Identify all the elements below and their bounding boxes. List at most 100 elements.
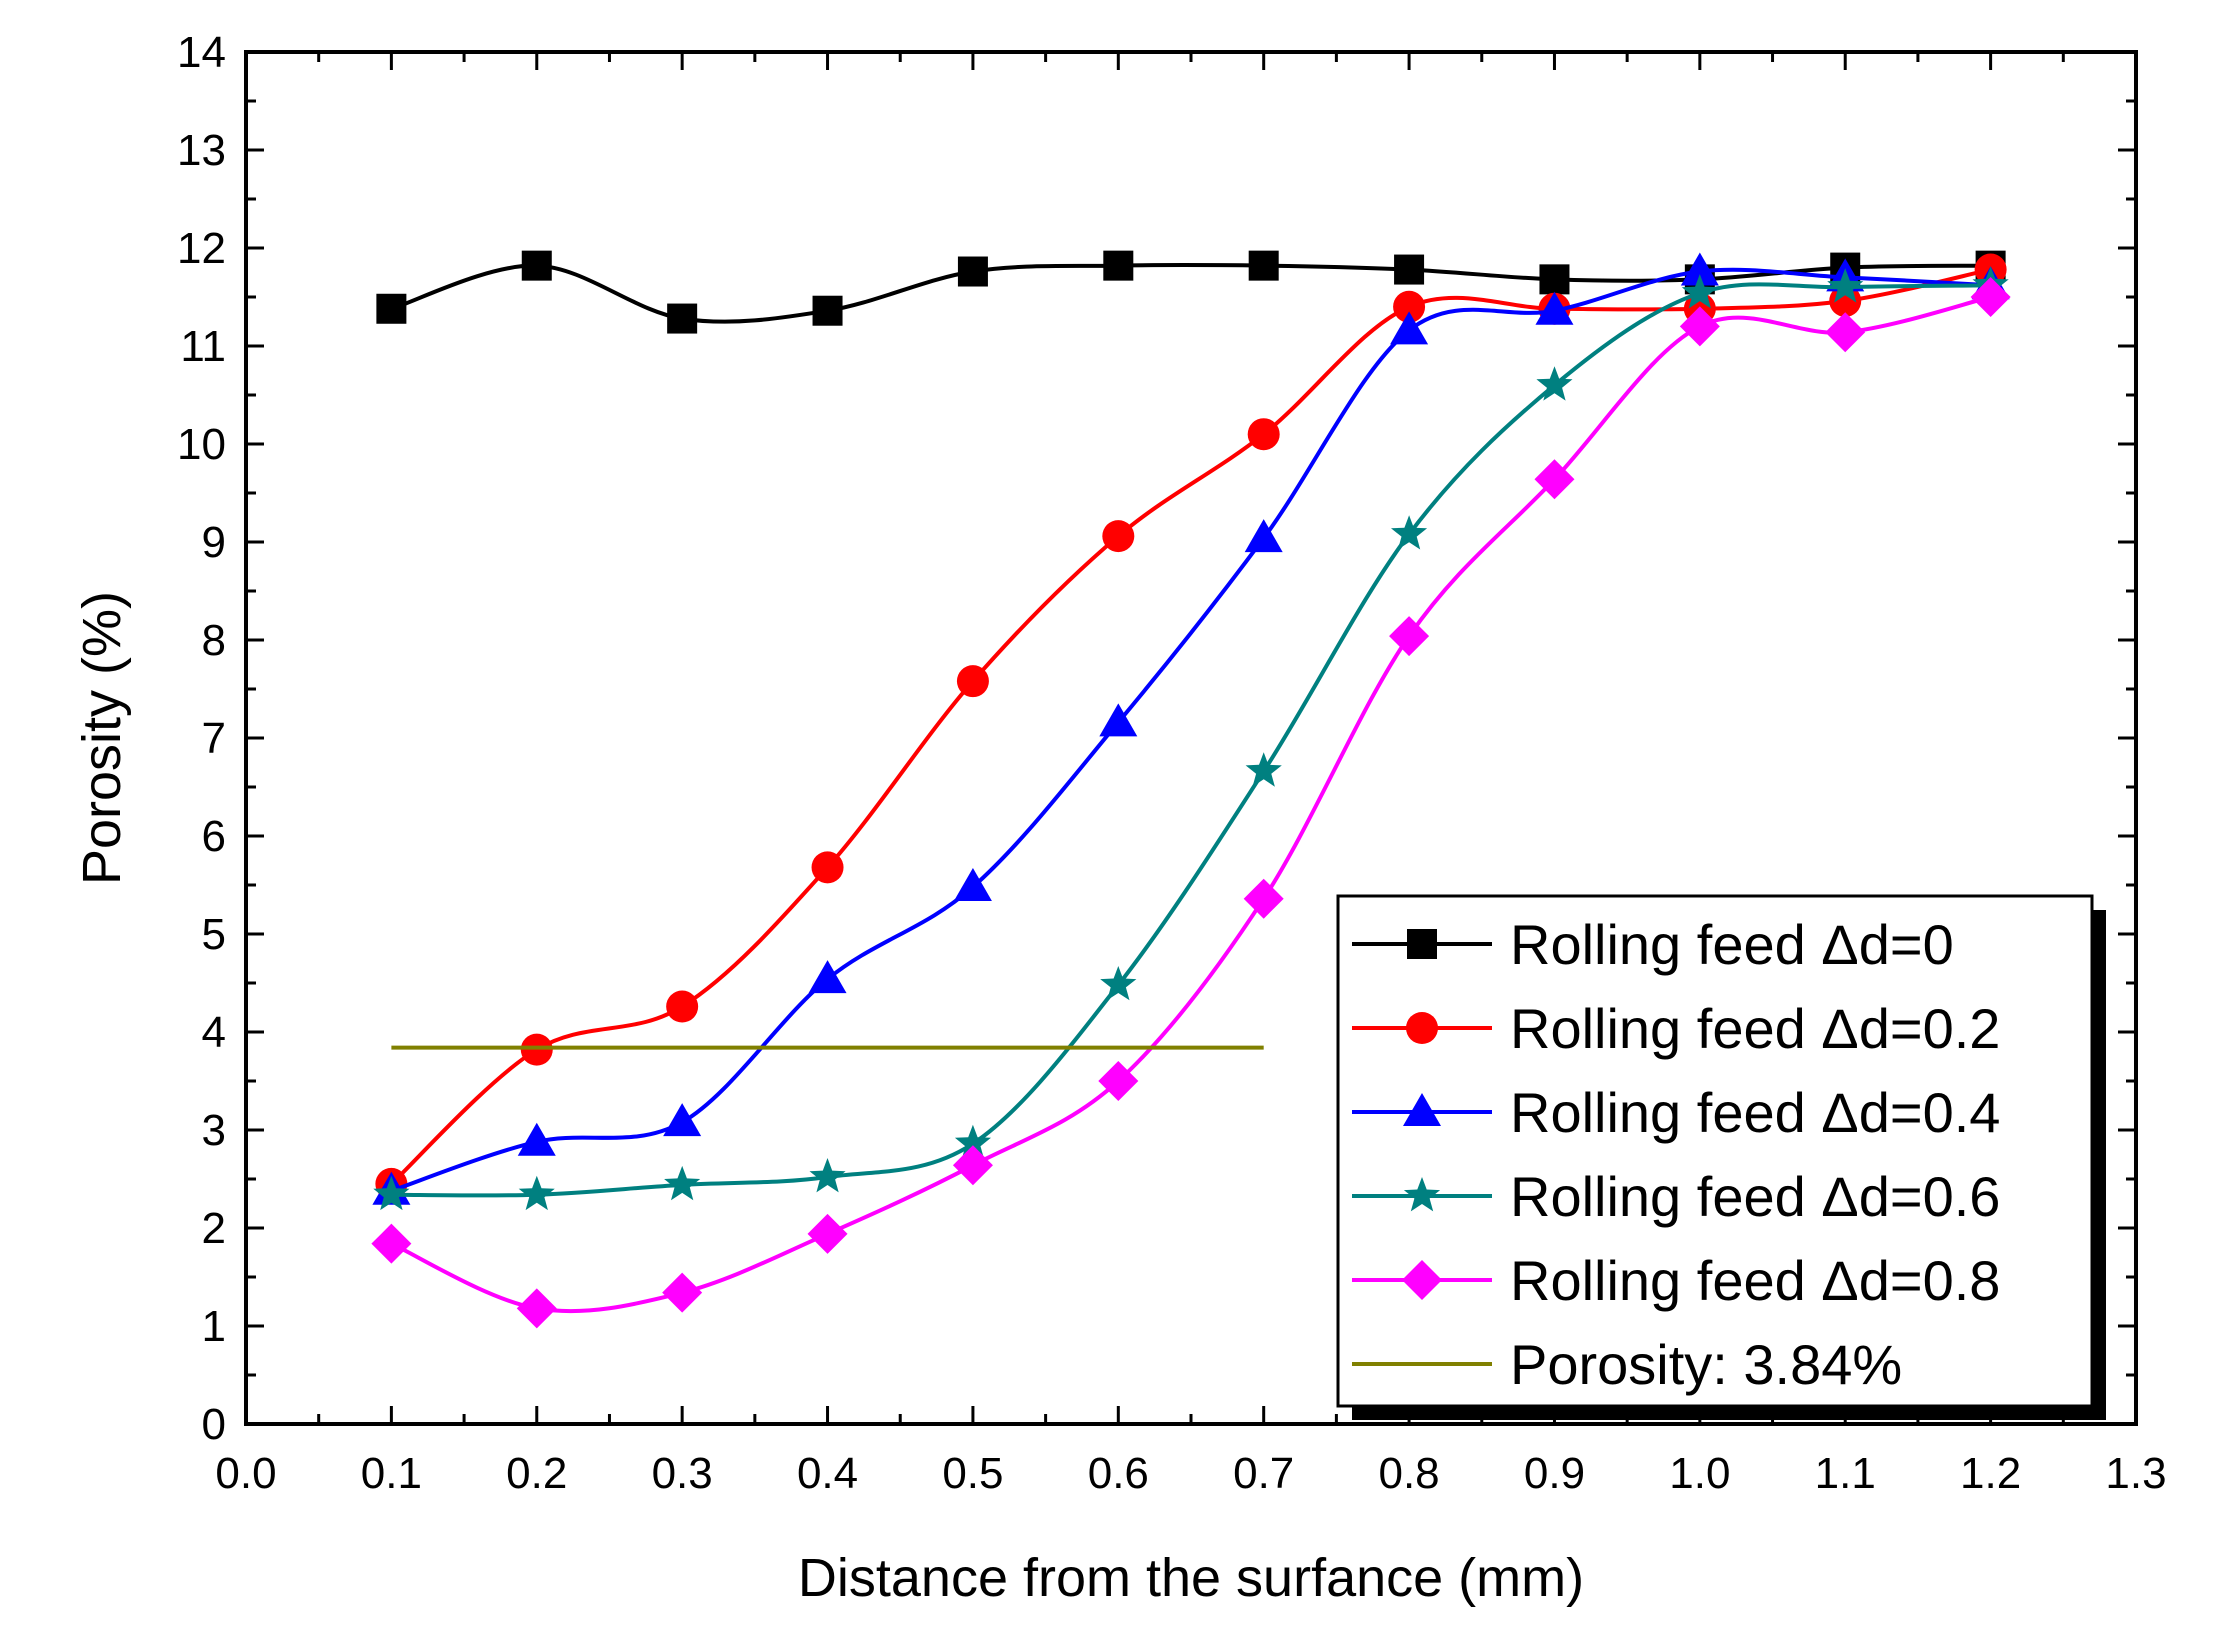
data-point <box>1243 878 1284 919</box>
data-point <box>1103 250 1134 281</box>
axis-ticks: 0.0 0.1 0.2 0.3 0.4 0.5 0.6 0.7 0.8 0.9 1.0 1.1 1.2 1… <box>177 28 2167 1498</box>
legend-marker <box>1403 1177 1441 1212</box>
data-point <box>517 1122 556 1156</box>
data-point <box>808 960 847 994</box>
y-tick-label: 11 <box>180 322 226 371</box>
data-point <box>371 1223 412 1264</box>
data-point <box>1539 264 1570 295</box>
data-point <box>1536 366 1573 401</box>
data-point <box>1248 250 1279 281</box>
data-point <box>1394 254 1425 285</box>
legend-label: Rolling feed Δd=0.2 <box>1510 997 2000 1060</box>
x-tick-label: 0.8 <box>1378 1449 1439 1498</box>
data-point <box>954 1124 991 1160</box>
data-point <box>1679 306 1720 347</box>
data-point <box>1680 252 1719 286</box>
data-point <box>809 1158 846 1193</box>
y-tick-label: 13 <box>177 126 226 175</box>
legend-item: Rolling feed Δd=0.2 <box>1352 997 2000 1060</box>
data-point <box>1100 966 1137 1001</box>
y-tick-label: 8 <box>202 616 226 665</box>
data-point <box>376 293 407 324</box>
y-axis-title: Porosity (%) <box>72 591 132 885</box>
y-tick-label: 4 <box>202 1008 226 1057</box>
y-tick-label: 2 <box>202 1204 226 1253</box>
data-point <box>1827 268 1864 303</box>
y-tick-label: 3 <box>202 1106 226 1155</box>
x-tick-label: 0.7 <box>1233 1449 1294 1498</box>
data-point <box>952 1145 993 1186</box>
series-4 <box>371 277 2011 1329</box>
data-point <box>811 851 844 884</box>
data-point <box>1393 290 1426 323</box>
data-point <box>957 256 988 287</box>
x-tick-label: 0.1 <box>361 1449 422 1498</box>
legend-item: Porosity: 3.84% <box>1352 1333 1902 1396</box>
series-line <box>390 263 1991 324</box>
x-tick-label: 0.4 <box>797 1449 858 1498</box>
data-point <box>666 990 699 1023</box>
data-point <box>1970 277 2011 317</box>
data-point <box>1099 703 1138 737</box>
y-tick-label: 12 <box>177 224 226 273</box>
legend-label: Rolling feed Δd=0.6 <box>1510 1165 2000 1228</box>
x-tick-label: 1.2 <box>1960 1449 2021 1498</box>
y-tick-label: 6 <box>202 812 226 861</box>
data-point <box>956 665 989 698</box>
data-point <box>516 1288 557 1329</box>
series-3 <box>373 266 2009 1211</box>
x-axis-title: Distance from the surfance (mm) <box>798 1548 1584 1608</box>
legend-marker <box>1406 1012 1438 1044</box>
data-point <box>663 1103 702 1137</box>
x-tick-label: 0.9 <box>1524 1449 1585 1498</box>
data-point <box>373 1175 410 1211</box>
data-point <box>1247 418 1280 451</box>
legend-item: Rolling feed Δd=0.4 <box>1352 1081 2000 1144</box>
data-point <box>1681 274 1718 309</box>
legend-label: Porosity: 3.84% <box>1510 1333 1902 1396</box>
data-point <box>1098 1061 1139 1101</box>
y-tick-label: 0 <box>202 1400 226 1449</box>
data-point <box>1389 616 1430 657</box>
x-tick-label: 1.1 <box>1815 1449 1876 1498</box>
data-point <box>1534 459 1575 500</box>
legend-marker <box>1403 1093 1441 1126</box>
data-point <box>1244 519 1283 553</box>
data-point <box>1102 520 1135 553</box>
legend: Rolling feed Δd=0 Rolling feed Δd=0.2 Roll… <box>1336 894 2106 1420</box>
legend-item: Rolling feed Δd=0.8 <box>1352 1249 2000 1312</box>
y-tick-label: 1 <box>202 1302 226 1351</box>
data-point <box>664 1165 701 1201</box>
x-tick-label: 1.3 <box>2105 1449 2166 1498</box>
data-point <box>662 1272 703 1313</box>
data-point <box>1391 515 1428 550</box>
y-tick-label: 10 <box>177 420 226 469</box>
legend-item: Rolling feed Δd=0 <box>1352 913 1954 976</box>
x-tick-label: 0.6 <box>1088 1449 1149 1498</box>
legend-label: Rolling feed Δd=0.8 <box>1510 1249 2000 1312</box>
data-point <box>807 1213 848 1254</box>
data-point <box>812 295 843 326</box>
legend-marker <box>1407 929 1437 959</box>
data-point <box>1535 291 1574 325</box>
x-tick-label: 0.5 <box>942 1449 1003 1498</box>
legend-box <box>1336 894 2094 1408</box>
data-point <box>1390 311 1429 345</box>
y-tick-label: 7 <box>202 714 226 763</box>
legend-label: Rolling feed Δd=0.4 <box>1510 1081 2000 1144</box>
data-point <box>953 867 992 901</box>
data-point <box>1825 312 1866 353</box>
y-tick-label: 9 <box>202 518 226 567</box>
x-tick-label: 0.0 <box>215 1449 276 1498</box>
data-point <box>521 250 552 281</box>
x-tick-label: 0.3 <box>652 1449 713 1498</box>
legend-label: Rolling feed Δd=0 <box>1510 913 1954 976</box>
legend-item: Rolling feed Δd=0.6 <box>1352 1165 2000 1228</box>
x-tick-label: 0.2 <box>506 1449 567 1498</box>
x-tick-label: 1.0 <box>1669 1449 1730 1498</box>
data-point <box>1245 752 1282 787</box>
data-point <box>667 303 698 334</box>
y-tick-label: 5 <box>202 910 226 959</box>
